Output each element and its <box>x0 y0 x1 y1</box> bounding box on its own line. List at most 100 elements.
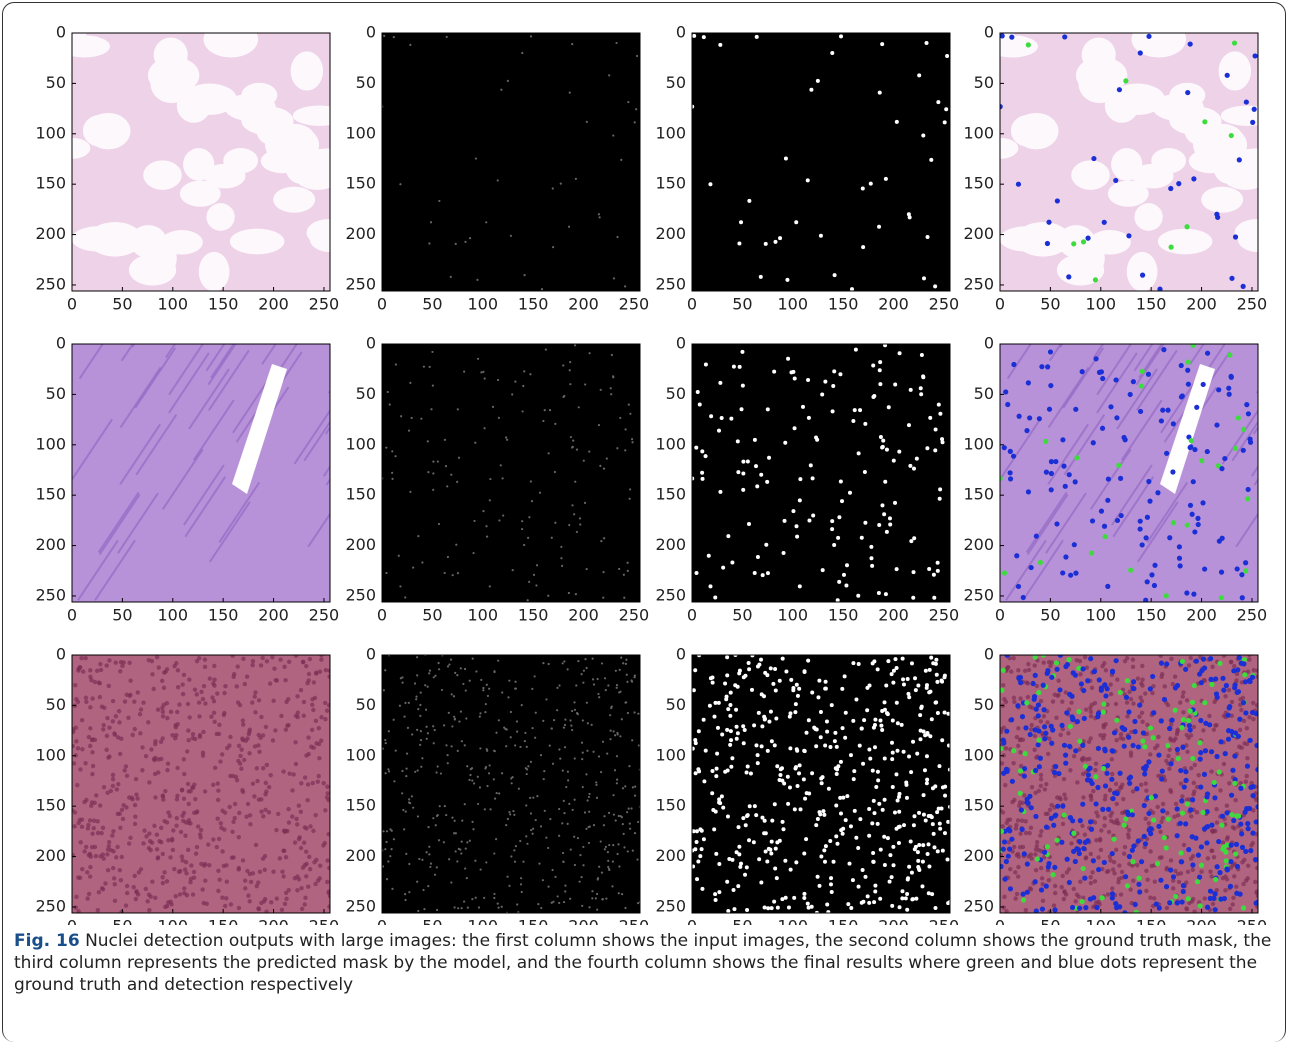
tissue-nucleus <box>172 664 176 668</box>
mask-dot <box>878 382 882 386</box>
mask-dot <box>427 471 429 473</box>
mask-dot <box>622 823 624 825</box>
tissue-nucleus <box>1093 768 1097 772</box>
detection-dot <box>1142 744 1147 749</box>
detection-dot <box>1080 802 1085 807</box>
mask-dot <box>700 471 704 475</box>
detection-dot <box>1140 542 1145 547</box>
tissue-nucleus <box>1131 701 1135 705</box>
detection-dot <box>1233 446 1238 451</box>
detection-dot <box>1170 718 1175 723</box>
tissue-cell <box>230 229 285 255</box>
mask-dot <box>493 893 495 895</box>
detection-dot <box>1149 572 1154 577</box>
tissue-nucleus <box>263 868 267 872</box>
tissue-cell <box>129 254 176 285</box>
mask-dot <box>591 897 593 899</box>
mask-dot <box>906 677 910 681</box>
tissue-nucleus <box>1103 722 1107 726</box>
tissue-nucleus <box>1245 756 1249 760</box>
tissue-nucleus <box>312 745 316 749</box>
tissue-nucleus <box>220 849 224 853</box>
tissue-nucleus <box>299 886 303 890</box>
mask-dot <box>775 876 779 880</box>
tissue-nucleus <box>286 807 290 811</box>
mask-dot <box>602 741 604 743</box>
mask-dot <box>895 666 899 670</box>
mask-dot <box>928 734 932 738</box>
tissue-nucleus <box>318 864 322 868</box>
detection-dot <box>1200 500 1205 505</box>
mask-dot <box>385 572 387 574</box>
mask-dot <box>585 773 587 775</box>
mask-dot <box>601 662 603 664</box>
mask-dot <box>874 785 878 789</box>
mask-dot <box>936 100 940 104</box>
tissue-nucleus <box>149 747 153 751</box>
mask-dot <box>764 543 768 547</box>
mask-dot <box>624 428 626 430</box>
mask-dot <box>793 807 797 811</box>
tissue-nucleus <box>1131 879 1135 883</box>
tissue-nucleus <box>1089 797 1093 801</box>
tissue-nucleus <box>1108 788 1112 792</box>
tissue-nucleus <box>280 908 284 912</box>
detection-dot <box>1199 844 1204 849</box>
tissue-nucleus <box>212 699 216 703</box>
tissue-nucleus <box>174 733 178 737</box>
mask-dot <box>411 417 413 419</box>
tissue-nucleus <box>251 659 255 663</box>
tissue-nucleus <box>124 764 128 768</box>
detection-dot <box>1198 757 1203 762</box>
tissue-cell <box>1011 115 1044 146</box>
mask-dot <box>886 836 890 840</box>
mask-dot <box>750 688 754 692</box>
mask-dot <box>626 811 628 813</box>
mask-dot <box>476 279 478 281</box>
x-tick-label: 50 <box>1040 295 1060 314</box>
mask-dot <box>599 465 601 467</box>
tissue-nucleus <box>176 668 180 672</box>
mask-dot <box>909 388 913 392</box>
mask-dot <box>521 704 523 706</box>
tissue-nucleus <box>1212 855 1216 859</box>
mask-dot <box>775 764 779 768</box>
detection-dot <box>1243 560 1248 565</box>
tissue-nucleus <box>1119 732 1123 736</box>
mask-dot <box>807 518 811 522</box>
detection-dot <box>1050 727 1055 732</box>
tissue-nucleus <box>1002 697 1006 701</box>
tissue-nucleus <box>1115 802 1119 806</box>
detection-dot <box>1073 479 1078 484</box>
mask-dot <box>606 753 608 755</box>
mask-dot <box>584 502 586 504</box>
tissue-nucleus <box>1179 871 1183 875</box>
mask-dot <box>907 695 911 699</box>
detection-dot <box>1226 386 1231 391</box>
tissue-nucleus <box>147 831 151 835</box>
mask-dot <box>759 658 763 662</box>
mask-dot <box>849 753 853 757</box>
mask-dot <box>794 220 798 224</box>
mask-dot <box>829 876 833 880</box>
tissue-nucleus <box>260 656 264 660</box>
mask-dot <box>524 740 526 742</box>
detection-dot <box>1043 439 1048 444</box>
tissue-nucleus <box>1018 750 1022 754</box>
tissue-nucleus <box>114 660 118 664</box>
tissue-nucleus <box>293 740 297 744</box>
detection-dot <box>1117 771 1122 776</box>
tissue-nucleus <box>118 868 122 872</box>
mask-dot <box>514 381 516 383</box>
panel-image <box>982 21 1280 292</box>
detection-dot <box>1202 665 1207 670</box>
mask-dot <box>542 420 544 422</box>
detection-dot <box>1096 746 1101 751</box>
mask-dot <box>896 721 900 725</box>
detection-dot <box>1143 841 1148 846</box>
tissue-nucleus <box>1148 752 1152 756</box>
detection-dot <box>1198 784 1203 789</box>
tissue-nucleus <box>300 907 304 911</box>
mask-dot <box>522 861 524 863</box>
tissue-nucleus <box>1110 811 1114 815</box>
